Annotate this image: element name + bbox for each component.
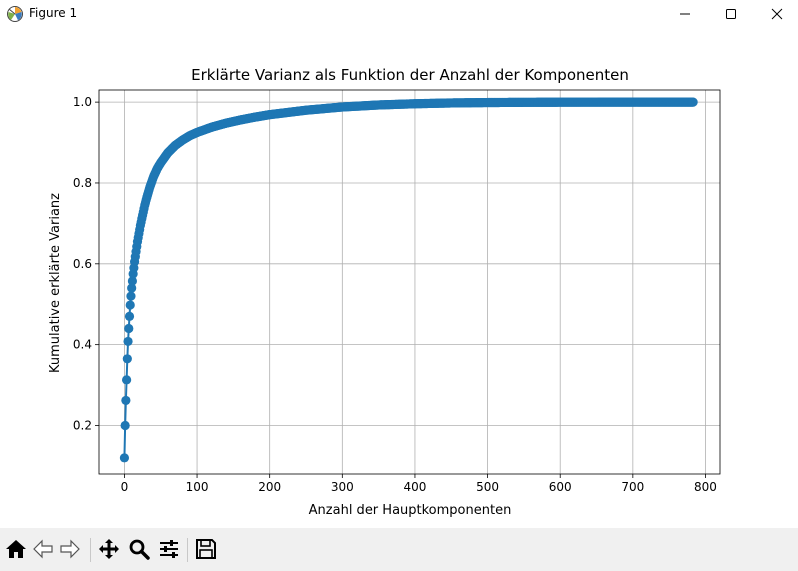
x-tick-label: 400 xyxy=(403,480,426,494)
chart: 0 100 200 300 400 500 600 700 800 0.2 0.4 0.6 0.8 1.… xyxy=(48,66,721,518)
data-point xyxy=(127,276,138,286)
data-point xyxy=(124,323,134,334)
x-tick-label: 600 xyxy=(549,480,572,494)
move-icon xyxy=(99,539,119,559)
magnifier-icon xyxy=(129,539,150,560)
zoom-button[interactable] xyxy=(127,537,151,561)
toolbar-separator xyxy=(187,538,188,562)
data-point xyxy=(122,375,132,385)
data-point xyxy=(123,336,133,347)
configure-subplots-button[interactable] xyxy=(157,537,181,561)
arrow-left-icon xyxy=(33,539,53,559)
data-point xyxy=(126,291,136,301)
figure-canvas[interactable]: 0 100 200 300 400 500 600 700 800 0.2 0.4 0.6 0.8 1.… xyxy=(0,28,798,528)
arrow-right-icon xyxy=(60,539,80,559)
axes-frame xyxy=(98,89,721,475)
x-tick-label: 700 xyxy=(621,480,644,494)
y-ticks: 0.2 0.4 0.6 0.8 1.0 xyxy=(73,95,99,432)
home-icon xyxy=(6,540,26,558)
x-tick-label: 800 xyxy=(694,480,717,494)
y-tick-label: 0.8 xyxy=(73,176,92,190)
x-ticks: 0 100 200 300 400 500 600 700 800 xyxy=(121,474,717,494)
minimize-button[interactable] xyxy=(662,0,708,28)
window-title: Figure 1 xyxy=(29,6,78,20)
chart-title: Erklärte Varianz als Funktion der Anzahl… xyxy=(191,66,629,84)
y-tick-label: 0.6 xyxy=(73,257,92,271)
series xyxy=(119,97,698,463)
matplotlib-icon xyxy=(6,5,24,23)
toolbar-separator xyxy=(90,538,91,562)
home-button[interactable] xyxy=(4,537,28,561)
floppy-disk-icon xyxy=(196,539,216,559)
data-point xyxy=(688,97,698,107)
data-point xyxy=(120,420,130,431)
data-point xyxy=(127,283,137,293)
save-button[interactable] xyxy=(194,537,218,561)
data-point xyxy=(125,300,135,310)
x-tick-label: 200 xyxy=(258,480,281,494)
maximize-button[interactable] xyxy=(708,0,754,28)
data-point xyxy=(122,354,132,364)
x-tick-label: 500 xyxy=(476,480,499,494)
x-axis-label: Anzahl der Hauptkomponenten xyxy=(309,503,512,518)
forward-button[interactable] xyxy=(58,537,82,561)
close-icon xyxy=(771,8,783,20)
pan-button[interactable] xyxy=(97,537,121,561)
data-point xyxy=(121,395,131,406)
maximize-icon xyxy=(726,9,736,19)
y-axis-label: Kumulative erklärte Varianz xyxy=(48,193,63,373)
navigation-toolbar xyxy=(0,528,798,571)
x-tick-label: 100 xyxy=(186,480,209,494)
close-button[interactable] xyxy=(754,0,798,28)
data-point xyxy=(124,311,135,321)
series-line xyxy=(123,101,694,458)
data-point xyxy=(119,453,130,463)
y-tick-label: 0.2 xyxy=(73,418,92,432)
x-tick-label: 300 xyxy=(331,480,354,494)
grid xyxy=(99,90,720,474)
x-tick-label: 0 xyxy=(121,480,129,494)
sliders-icon xyxy=(160,540,178,558)
minimize-icon xyxy=(680,13,690,15)
window-titlebar: Figure 1 xyxy=(0,0,798,28)
back-button[interactable] xyxy=(31,537,55,561)
y-tick-label: 1.0 xyxy=(73,95,92,109)
y-tick-label: 0.4 xyxy=(73,338,92,352)
